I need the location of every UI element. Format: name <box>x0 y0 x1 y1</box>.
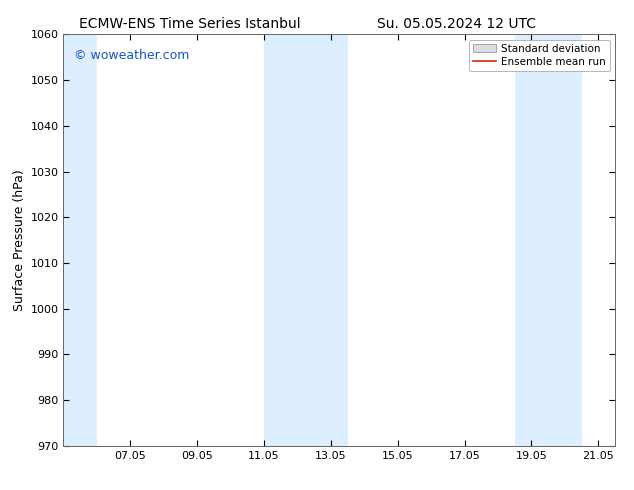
Y-axis label: Surface Pressure (hPa): Surface Pressure (hPa) <box>13 169 26 311</box>
Text: Su. 05.05.2024 12 UTC: Su. 05.05.2024 12 UTC <box>377 17 536 31</box>
Bar <box>515 34 581 446</box>
Bar <box>63 34 97 446</box>
Text: © woweather.com: © woweather.com <box>74 49 190 62</box>
Text: ECMW-ENS Time Series Istanbul: ECMW-ENS Time Series Istanbul <box>79 17 301 31</box>
Bar <box>264 34 347 446</box>
Legend: Standard deviation, Ensemble mean run: Standard deviation, Ensemble mean run <box>469 40 610 71</box>
